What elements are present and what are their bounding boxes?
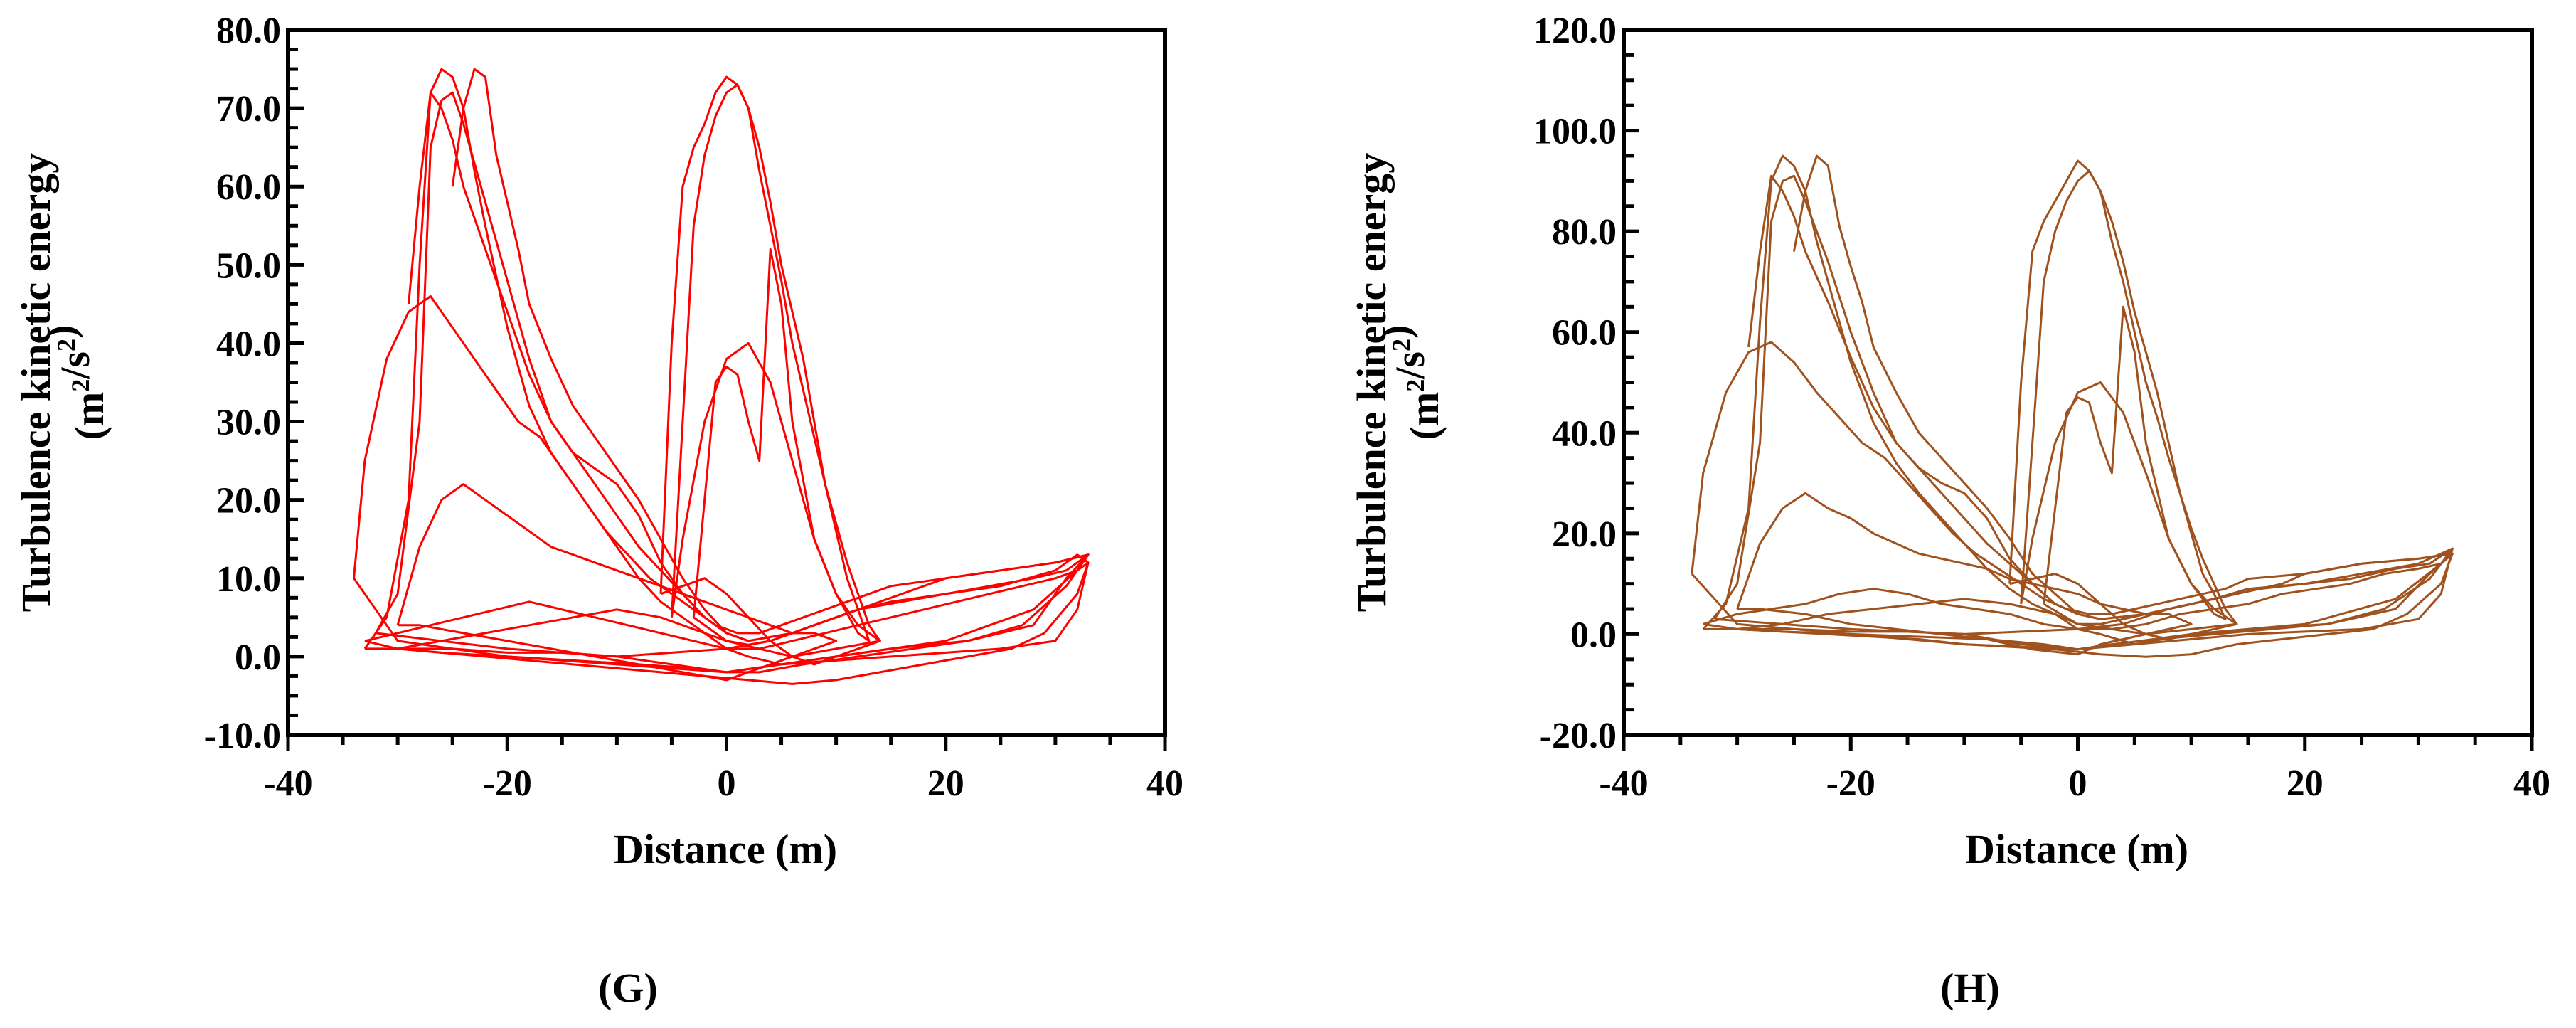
- series-line-9: [1747, 174, 2101, 620]
- x-tick-label: -40: [1599, 763, 1648, 804]
- chart-panel-0: -40 -20 0 20 40 -10.0 0.0 10.0 20.0 30.0 40.0 50.0 6…: [13, 11, 1183, 1011]
- series-line-3: [2020, 169, 2227, 620]
- series-line-8: [451, 68, 728, 634]
- x-axis-label: Distance (m): [1965, 826, 2188, 872]
- series-group: [353, 68, 1090, 685]
- y-tick-label: 120.0: [1533, 11, 1617, 51]
- series-line-7: [1703, 552, 2454, 658]
- panel-label: (H): [1940, 965, 2000, 1011]
- panel-label: (G): [598, 965, 658, 1011]
- x-tick-label: 20: [927, 763, 964, 804]
- y-tick-label: 0.0: [1570, 615, 1617, 655]
- series-line-6: [396, 483, 838, 682]
- y-tick-label: 60.0: [1552, 313, 1617, 354]
- y-axis-label-line2: (m2/s2): [38, 325, 112, 440]
- y-tick-label: 30.0: [216, 403, 281, 443]
- series-line-7: [364, 561, 1090, 685]
- x-axis-label: Distance (m): [614, 826, 837, 872]
- y-tick-label: 100.0: [1533, 112, 1617, 152]
- x-tick-label: -40: [263, 763, 312, 804]
- y-tick-label: 80.0: [1552, 212, 1617, 253]
- y-tick-label: 40.0: [216, 324, 281, 364]
- y-axis-label-line2: (m2/s2): [1373, 325, 1447, 440]
- y-axis-label-line1: Turbulence kinetic energy: [1348, 153, 1395, 613]
- series-line-8: [1792, 154, 2079, 615]
- x-tick-label: 20: [2287, 763, 2324, 804]
- x-tick-label: -20: [483, 763, 532, 804]
- series-line-6: [1736, 492, 2193, 656]
- x-tick-label: 0: [2069, 763, 2087, 804]
- x-tick-label: -20: [1826, 763, 1875, 804]
- y-tick-label: 10.0: [216, 559, 281, 600]
- y-tick-label: 50.0: [216, 245, 281, 286]
- y-tick-label: 40.0: [1552, 413, 1617, 454]
- series-line-3: [670, 83, 871, 642]
- x-tick-label: 40: [2513, 763, 2550, 804]
- series-line-10: [397, 553, 1090, 674]
- y-tick-label: -10.0: [204, 716, 281, 756]
- series-line-2: [353, 295, 1090, 674]
- series-line-9: [408, 91, 749, 642]
- x-tick-label: 40: [1146, 763, 1183, 804]
- series-line-1: [374, 91, 1090, 674]
- y-tick-label: 20.0: [1552, 514, 1617, 555]
- y-tick-label: 20.0: [216, 481, 281, 521]
- chart-panel-1: -40 -20 0 20 40 -20.0 0.0 20.0 40.0 60.0 80.0 100.0…: [1348, 11, 2550, 1011]
- series-line-4: [2008, 159, 2238, 640]
- y-tick-label: -20.0: [1540, 716, 1617, 756]
- series-line-10: [1737, 547, 2454, 651]
- series-group: [1691, 154, 2454, 658]
- y-tick-label: 60.0: [216, 167, 281, 208]
- x-tick-label: 0: [718, 763, 736, 804]
- y-tick-label: 70.0: [216, 89, 281, 129]
- y-tick-label: 0.0: [235, 637, 281, 678]
- y-axis-label-line1: Turbulence kinetic energy: [13, 153, 59, 613]
- y-tick-label: 80.0: [216, 11, 281, 51]
